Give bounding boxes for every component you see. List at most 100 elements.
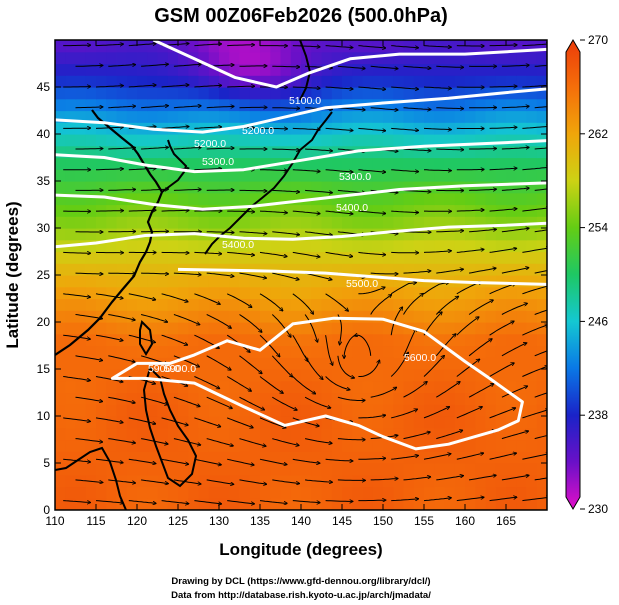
heat-cell (126, 275, 138, 288)
streamline (63, 500, 90, 503)
heat-cell (198, 357, 210, 370)
heat-cell (321, 439, 333, 452)
heat-cell (301, 181, 312, 194)
heat-cell (413, 228, 425, 241)
contour-label: 5300.0 (202, 156, 234, 168)
streamline (161, 500, 189, 504)
streamline (227, 45, 254, 46)
streamline (141, 273, 168, 274)
heat-cell (239, 134, 251, 147)
heat-cell (413, 110, 425, 123)
heat-cell (526, 439, 538, 452)
heat-cell (506, 404, 517, 417)
heat-cell (229, 98, 241, 112)
heat-cell (270, 451, 282, 464)
heat-cell (75, 404, 87, 417)
heat-cell (198, 239, 210, 253)
heat-cell (188, 498, 200, 510)
heat-cell (260, 427, 271, 441)
heat-cell (485, 75, 497, 88)
heat-cell (372, 404, 384, 417)
heat-cell (270, 263, 282, 276)
heat-cell (506, 498, 517, 510)
heat-cell (260, 451, 271, 464)
heat-cell (526, 369, 538, 382)
heat-cell (393, 286, 405, 300)
streamline (63, 87, 90, 88)
heat-cell (536, 169, 547, 182)
heat-cell (106, 263, 118, 276)
heat-cell (342, 298, 353, 311)
heat-cell (321, 63, 333, 76)
heat-cell (536, 75, 547, 88)
heat-cell (526, 380, 538, 394)
heat-cell (239, 275, 251, 288)
streamline (403, 148, 431, 151)
streamline (456, 46, 484, 47)
heat-cell (239, 122, 251, 135)
heat-cell (260, 40, 271, 53)
heat-cell (485, 474, 497, 488)
heat-cell (465, 298, 476, 311)
heat-cell (495, 75, 507, 88)
heat-cell (536, 392, 547, 405)
heat-cell (434, 134, 446, 147)
heat-cell (126, 110, 138, 123)
heat-cell (362, 169, 374, 182)
heat-cell (198, 145, 210, 159)
heat-cell (167, 333, 179, 347)
heat-cell (85, 122, 97, 135)
heat-cell (301, 228, 312, 241)
heat-cell (75, 98, 87, 112)
heat-cell (413, 369, 425, 382)
heat-cell (383, 416, 394, 429)
heat-cell (465, 239, 476, 253)
streamline (403, 382, 427, 398)
streamline (403, 432, 430, 440)
heat-cell (331, 110, 343, 123)
heat-cell (188, 333, 200, 347)
heat-cell (157, 427, 169, 441)
heat-cell (188, 404, 200, 417)
heat-cell (536, 239, 547, 253)
heat-cell (495, 333, 507, 347)
heat-cell (249, 216, 261, 229)
heat-cell (372, 204, 384, 217)
streamline (403, 294, 424, 315)
streamline (259, 500, 287, 504)
heat-cell (96, 239, 107, 253)
streamline (391, 169, 418, 172)
heat-cell (454, 145, 466, 159)
heat-cell (342, 275, 353, 288)
heat-cell (495, 275, 507, 288)
heat-cell (475, 134, 487, 147)
heat-cell (393, 110, 405, 123)
heat-cell (485, 498, 497, 510)
heat-cell (444, 498, 456, 510)
heat-cell (198, 51, 210, 65)
heat-cell (260, 75, 271, 88)
heat-cell (485, 404, 497, 417)
heat-cell (331, 275, 343, 288)
heat-cell (249, 98, 261, 112)
heat-cell (485, 40, 497, 53)
heat-cell (229, 169, 241, 182)
heat-cell (290, 87, 302, 100)
heat-cell (372, 145, 384, 159)
heat-cell (137, 474, 148, 488)
heat-cell (249, 416, 261, 429)
heat-cell (495, 98, 507, 112)
heat-cell (116, 251, 128, 264)
heat-cell (96, 75, 107, 88)
heat-cell (280, 145, 292, 159)
streamline (96, 211, 123, 212)
heat-cell (270, 322, 282, 335)
heat-cell (157, 134, 169, 147)
heat-cell (198, 134, 210, 147)
heat-cell (137, 181, 148, 194)
heat-cell (362, 122, 374, 135)
heat-cell (198, 181, 210, 194)
heat-cell (372, 486, 384, 499)
chart-title: GSM 00Z06Feb2026 (500.0hPa) (154, 5, 447, 27)
